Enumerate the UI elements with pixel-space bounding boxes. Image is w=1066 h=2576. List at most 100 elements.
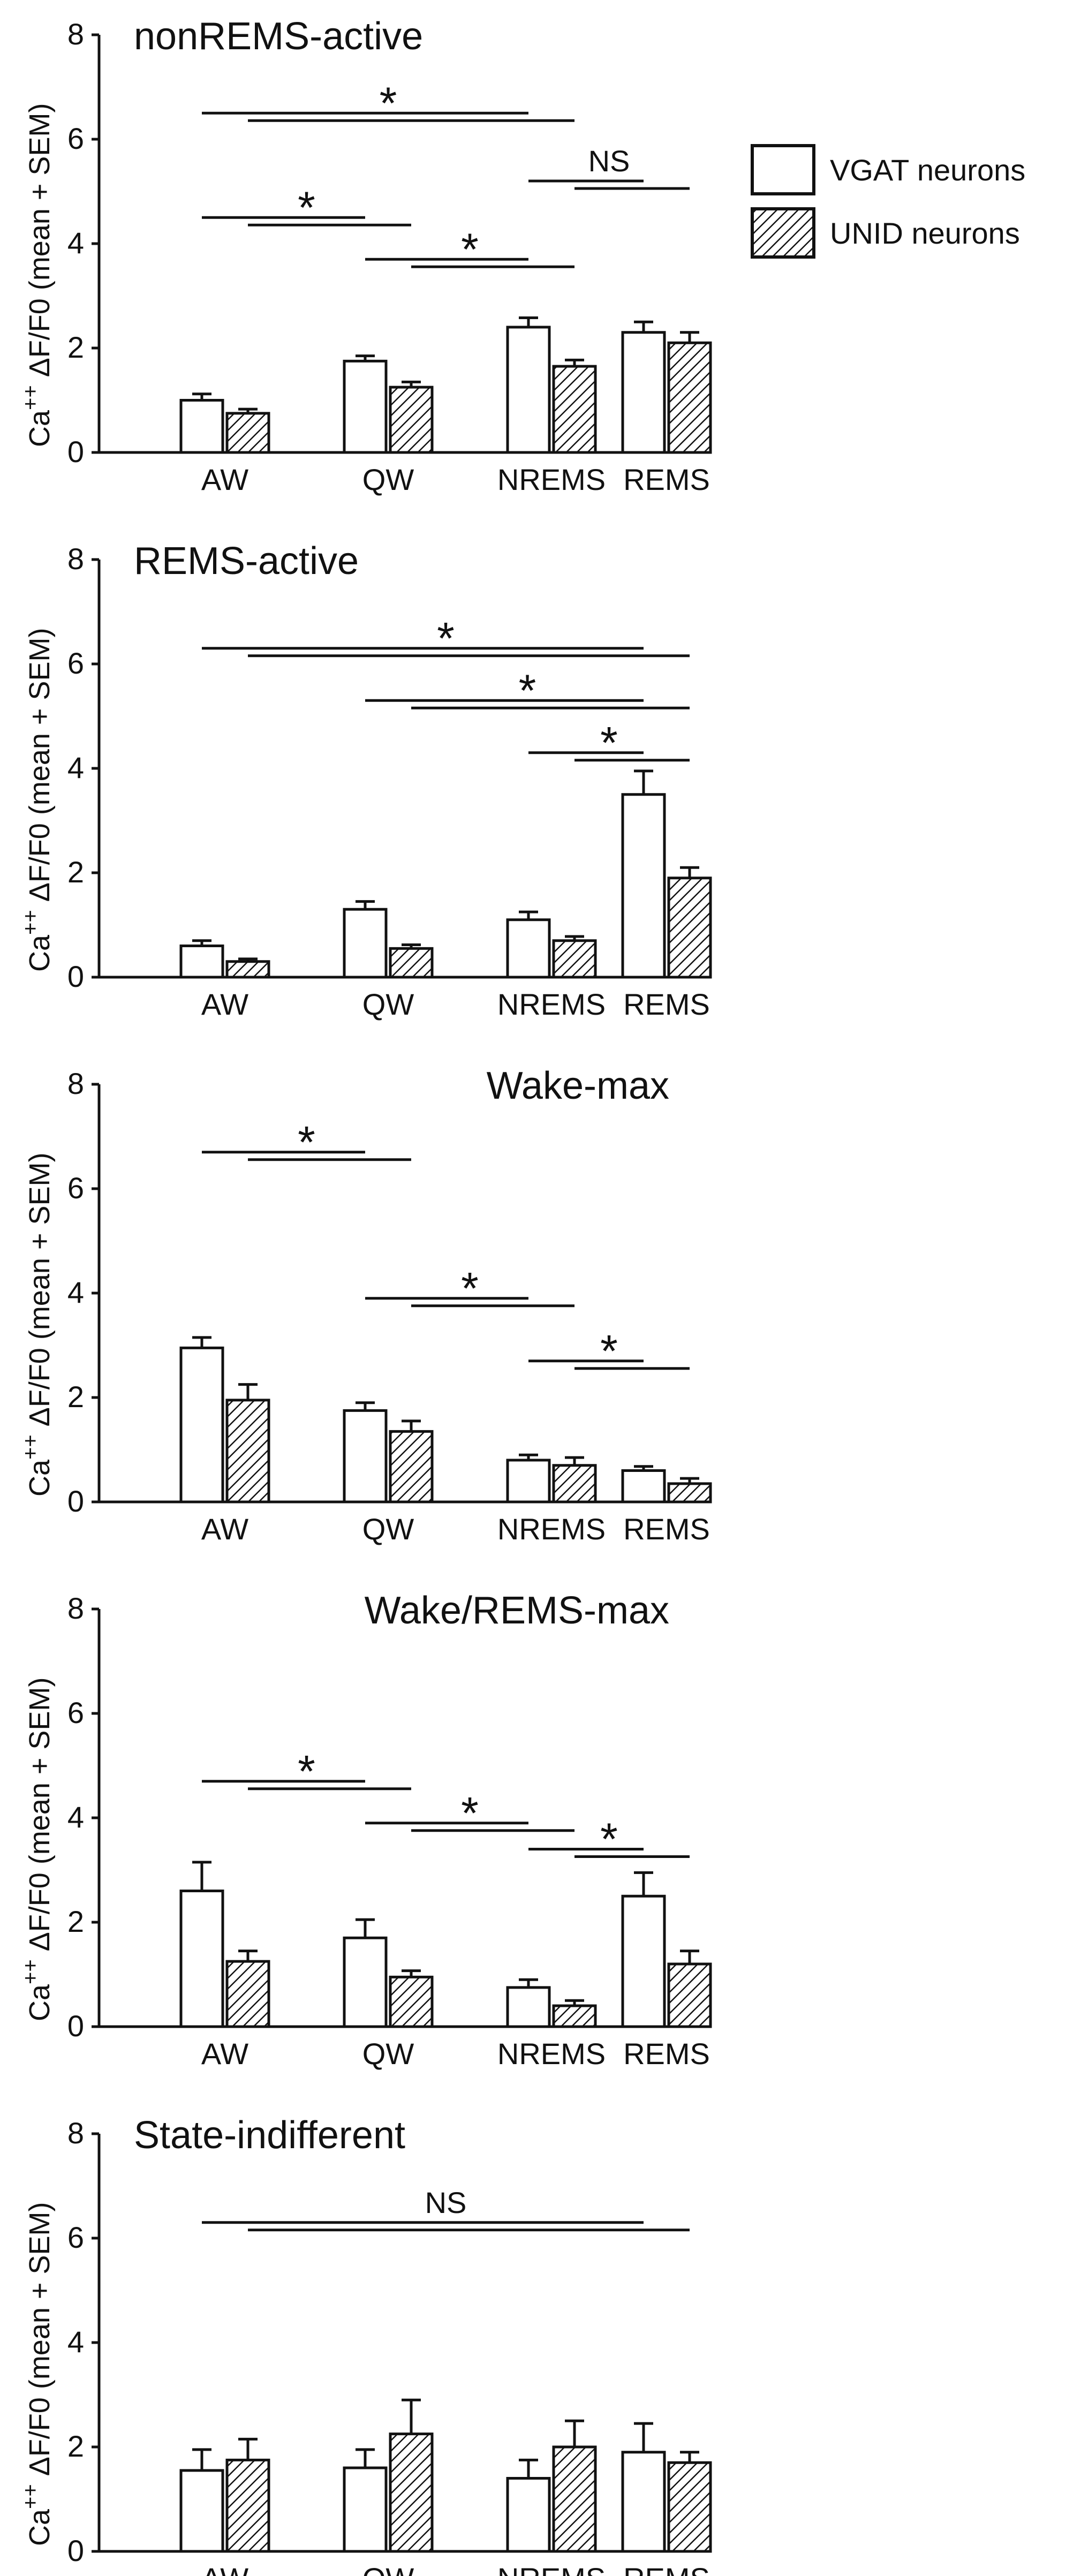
bar-vgat — [343, 1936, 388, 2028]
y-tick-label: 6 — [67, 122, 84, 155]
bar-unid — [667, 877, 712, 979]
bar-vgat — [621, 331, 666, 454]
significance-ns: NS — [425, 2186, 467, 2219]
significance-star: * — [380, 78, 397, 128]
y-axis-label: Ca++ ΔF/F0 (mean + SEM) — [19, 628, 56, 972]
bar-unid — [389, 1430, 434, 1504]
panel-title: REMS-active — [134, 540, 359, 583]
bar-vgat — [343, 1409, 388, 1504]
category-label: NREMS — [497, 987, 606, 1021]
bar-unid — [552, 2445, 597, 2553]
bar-unid — [389, 1975, 434, 2028]
category-label: NREMS — [497, 463, 606, 496]
y-tick-label: 6 — [67, 1171, 84, 1205]
y-tick-label: 4 — [67, 226, 84, 260]
bar-unid — [667, 341, 712, 454]
bar-unid — [225, 1960, 270, 2028]
bar-unid — [552, 939, 597, 979]
legend: VGAT neurons UNID neurons — [751, 144, 1025, 259]
y-tick-label: 8 — [67, 1067, 84, 1100]
category-label: AW — [201, 1512, 248, 1546]
bar-unid — [552, 365, 597, 454]
y-axis-label: Ca++ ΔF/F0 (mean + SEM) — [19, 2202, 56, 2546]
panel-nonrems-active: 0 2 4 6 8 Ca++ ΔF/F0 (mean + SEM) nonREMS-acti… — [19, 15, 712, 496]
significance-star: * — [437, 613, 455, 663]
category-label: NREMS — [497, 2562, 606, 2576]
bar-unid — [389, 386, 434, 454]
y-tick-label: 0 — [67, 1484, 84, 1518]
bar-unid — [225, 960, 270, 979]
y-tick-label: 2 — [67, 330, 84, 364]
panel-state-indifferent: 0 2 4 6 8 Ca++ ΔF/F0 (mean + SEM) State-indiff… — [19, 2114, 712, 2576]
y-tick-label: 8 — [67, 542, 84, 576]
y-axis-label: Ca++ ΔF/F0 (mean + SEM) — [19, 1153, 56, 1497]
category-label: QW — [362, 2037, 414, 2071]
bar-unid — [667, 2461, 712, 2553]
bar-vgat — [621, 793, 666, 979]
legend-swatch-hatched — [751, 207, 815, 259]
y-tick-label: 0 — [67, 960, 84, 993]
bar-vgat — [179, 1346, 224, 1504]
panel-rems-active: 0 2 4 6 8 Ca++ ΔF/F0 (mean + SEM) REMS-active A… — [19, 540, 712, 1021]
y-axis-label: Ca++ ΔF/F0 (mean + SEM) — [19, 103, 56, 447]
y-tick-label: 8 — [67, 2116, 84, 2150]
bar-unid — [389, 947, 434, 979]
category-label: AW — [201, 463, 248, 496]
panel-title: Wake/REMS-max — [365, 1589, 669, 1632]
category-label: REMS — [623, 1512, 710, 1546]
bar-vgat — [506, 1459, 551, 1504]
legend-label-vgat: VGAT neurons — [830, 153, 1025, 187]
bar-unid — [552, 1464, 597, 1504]
bar-vgat — [506, 1986, 551, 2028]
panel-wake-max: 0 2 4 6 8 Ca++ ΔF/F0 (mean + SEM) Wake-max AW QW… — [19, 1064, 712, 1546]
bar-unid — [667, 1962, 712, 2028]
bar-unid — [225, 1399, 270, 1504]
category-label: QW — [362, 463, 414, 496]
legend-swatch-open — [751, 144, 815, 195]
bar-vgat — [506, 2477, 551, 2553]
significance-star: * — [600, 1326, 618, 1376]
significance-star: * — [298, 1117, 315, 1167]
category-label: AW — [201, 2562, 248, 2576]
bar-vgat — [506, 326, 551, 454]
category-label: AW — [201, 987, 248, 1021]
y-tick-label: 0 — [67, 2534, 84, 2567]
category-label: REMS — [623, 987, 710, 1021]
y-tick-label: 2 — [67, 855, 84, 889]
category-label: QW — [362, 987, 414, 1021]
significance-star: * — [600, 717, 618, 768]
y-tick-label: 6 — [67, 646, 84, 680]
bar-unid — [225, 2458, 270, 2553]
bar-vgat — [179, 1890, 224, 2028]
y-tick-label: 2 — [67, 1380, 84, 1414]
bar-vgat — [343, 908, 388, 979]
panel-wake-rems-max: 0 2 4 6 8 Ca++ ΔF/F0 (mean + SEM) Wake/REMS-ma… — [19, 1589, 712, 2071]
category-label: REMS — [623, 463, 710, 496]
bar-vgat — [343, 359, 388, 454]
y-tick-label: 8 — [67, 1591, 84, 1625]
category-label: QW — [362, 2562, 414, 2576]
category-label: NREMS — [497, 2037, 606, 2071]
category-label: REMS — [623, 2037, 710, 2071]
legend-label-unid: UNID neurons — [830, 216, 1020, 250]
y-tick-label: 0 — [67, 2009, 84, 2043]
bar-unid — [225, 412, 270, 454]
panel-title: nonREMS-active — [134, 15, 423, 58]
y-tick-label: 2 — [67, 1905, 84, 1938]
bar-vgat — [179, 2469, 224, 2553]
category-label: AW — [201, 2037, 248, 2071]
significance-star: * — [600, 1814, 618, 1864]
y-tick-label: 4 — [67, 751, 84, 784]
y-tick-label: 4 — [67, 1800, 84, 1834]
bar-vgat — [621, 1894, 666, 2028]
bar-unid — [389, 2433, 434, 2553]
y-tick-label: 6 — [67, 2220, 84, 2254]
significance-star: * — [461, 224, 479, 274]
y-tick-label: 4 — [67, 2325, 84, 2359]
significance-star: * — [461, 1788, 479, 1838]
category-label: REMS — [623, 2562, 710, 2576]
panel-title: Wake-max — [487, 1064, 669, 1107]
category-label: QW — [362, 1512, 414, 1546]
category-label: NREMS — [497, 1512, 606, 1546]
